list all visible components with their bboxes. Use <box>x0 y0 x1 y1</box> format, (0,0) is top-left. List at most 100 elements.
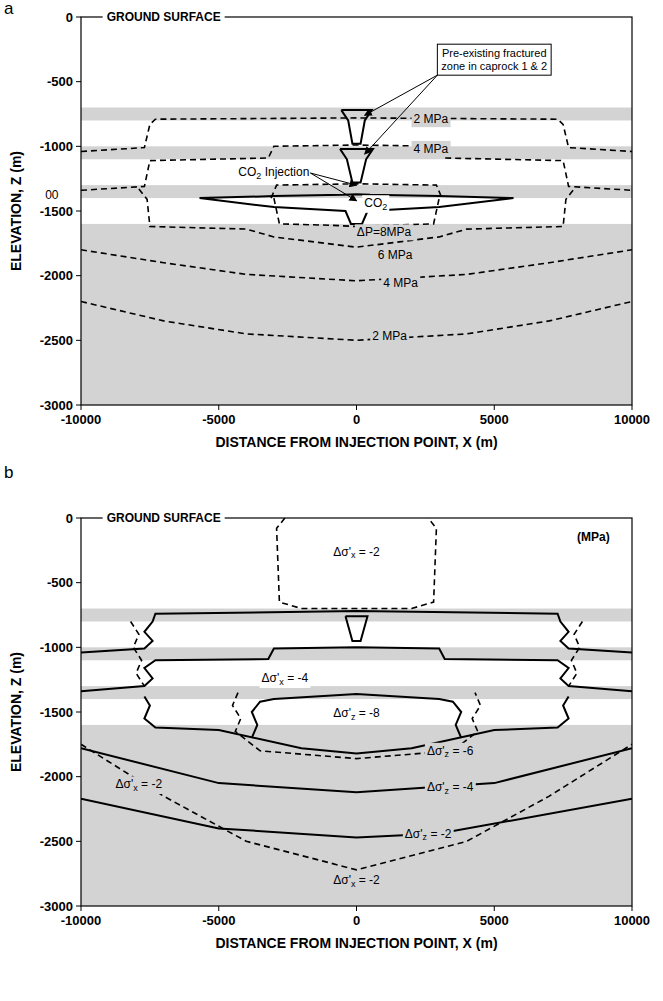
panel-letter: a <box>4 0 14 18</box>
contour-line <box>200 194 514 224</box>
y-tick-label: 0 <box>66 511 73 526</box>
contour-line <box>341 110 371 144</box>
text-part: = -2 <box>427 827 452 841</box>
x-tick <box>356 906 357 911</box>
note-line: zone in caprock 1 & 2 <box>441 60 547 72</box>
x-tick-label: -10000 <box>61 412 101 427</box>
contour-label: CO2 <box>364 196 387 212</box>
x-tick <box>81 906 82 911</box>
label-patch <box>425 743 476 761</box>
text-part: 00 <box>45 188 59 202</box>
contour-line <box>346 616 368 641</box>
label-patch <box>425 779 476 797</box>
text-part: = -8 <box>355 706 380 720</box>
contour-label: 2 MPa <box>414 112 449 126</box>
y-tick <box>76 211 81 212</box>
y-tick <box>76 776 81 777</box>
label-patch <box>575 529 612 545</box>
y-tick-label: -3000 <box>40 398 73 413</box>
ground-surface-label: GROUND SURFACE <box>107 10 221 24</box>
y-axis-title: ELEVATION, Z (m) <box>8 652 24 772</box>
y-tick <box>76 275 81 276</box>
arrow <box>310 173 356 185</box>
arrow <box>365 75 438 154</box>
y-tick-label: -1000 <box>40 640 73 655</box>
y-tick-label: -2000 <box>40 769 73 784</box>
rock-layer <box>81 224 632 405</box>
label-patch <box>331 544 382 562</box>
text-part: 4 MPa <box>414 142 449 156</box>
contour-label: Δσ'z = -6 <box>427 744 474 760</box>
x-tick <box>218 906 219 911</box>
y-tick <box>76 518 81 519</box>
x-tick-label: 10000 <box>614 412 650 427</box>
x-tick-label: 0 <box>353 913 360 928</box>
y-tick-label: -2000 <box>40 268 73 283</box>
contour-label: Δσ'x = -4 <box>262 671 309 687</box>
x-tick <box>81 405 82 410</box>
x-tick <box>356 405 357 410</box>
y-tick-label: -500 <box>47 74 73 89</box>
label-patch <box>236 164 311 182</box>
text-part: Δσ' <box>333 706 351 720</box>
text-part: = -2 <box>355 873 380 887</box>
x-tick-label: -5000 <box>202 913 235 928</box>
contour-line <box>131 622 145 687</box>
text-part: 2 MPa <box>372 329 407 343</box>
contour-line <box>340 149 373 183</box>
text-part: = -2 <box>138 777 163 791</box>
y-tick <box>76 146 81 147</box>
panel-a: -10000-50000500010000-3000-2500-2000-150… <box>4 0 650 450</box>
figure: -10000-50000500010000-3000-2500-2000-150… <box>0 0 663 1001</box>
y-tick-label: -1000 <box>40 139 73 154</box>
y-tick <box>76 647 81 648</box>
text-part: = -4 <box>284 671 309 685</box>
y-tick-label: -2500 <box>40 834 73 849</box>
contour-line <box>81 302 632 341</box>
contour-line <box>277 518 437 609</box>
y-axis-title: ELEVATION, Z (m) <box>8 151 24 271</box>
label-patch <box>381 275 420 291</box>
ground-surface-label: GROUND SURFACE <box>107 511 221 525</box>
text-part: = -2 <box>355 545 380 559</box>
contour-label: 00 <box>45 188 59 202</box>
contour-label: Δσ'z = -4 <box>427 780 474 796</box>
y-tick <box>76 906 81 907</box>
y-tick <box>76 340 81 341</box>
contour-label: Δσ'x = -2 <box>116 777 163 793</box>
label-patch <box>376 247 415 263</box>
label-patch <box>103 10 225 24</box>
label-patch <box>412 141 451 157</box>
contour-label: 4 MPa <box>414 142 449 156</box>
text-part: 2 MPa <box>414 112 449 126</box>
x-tick-label: 0 <box>353 412 360 427</box>
contour-label: Δσ'z = -2 <box>405 827 452 843</box>
text-part: (MPa) <box>577 530 610 544</box>
label-patch <box>114 776 165 794</box>
contour-line <box>144 697 568 754</box>
text-part: Δσ' <box>333 545 351 559</box>
x-axis-title: DISTANCE FROM INJECTION POINT, X (m) <box>215 434 497 450</box>
text-part: 6 MPa <box>378 248 413 262</box>
contour-line <box>274 198 439 226</box>
arrow <box>365 75 438 115</box>
label-patch <box>331 872 382 890</box>
contour-line <box>81 611 632 652</box>
contour-line <box>81 799 632 838</box>
plot-frame <box>81 518 632 906</box>
x-tick-label: 5000 <box>480 913 509 928</box>
arrow <box>310 173 356 201</box>
contour-line <box>81 744 632 870</box>
panel-letter: b <box>4 463 13 482</box>
x-tick-label: 5000 <box>480 412 509 427</box>
note-box <box>437 44 551 75</box>
contour-line <box>252 694 461 738</box>
text-part: Δσ' <box>333 873 351 887</box>
text-part: Δσ' <box>405 827 423 841</box>
panel-b: -10000-50000500010000-3000-2500-2000-150… <box>4 463 650 951</box>
annotations: GROUND SURFACE Δσ'x = -2 Δσ'x = -4 Δσ'z = -… <box>103 511 612 890</box>
x-tick-label: 10000 <box>614 913 650 928</box>
y-tick <box>76 841 81 842</box>
label-patch <box>103 511 225 525</box>
plot-frame <box>81 17 632 405</box>
